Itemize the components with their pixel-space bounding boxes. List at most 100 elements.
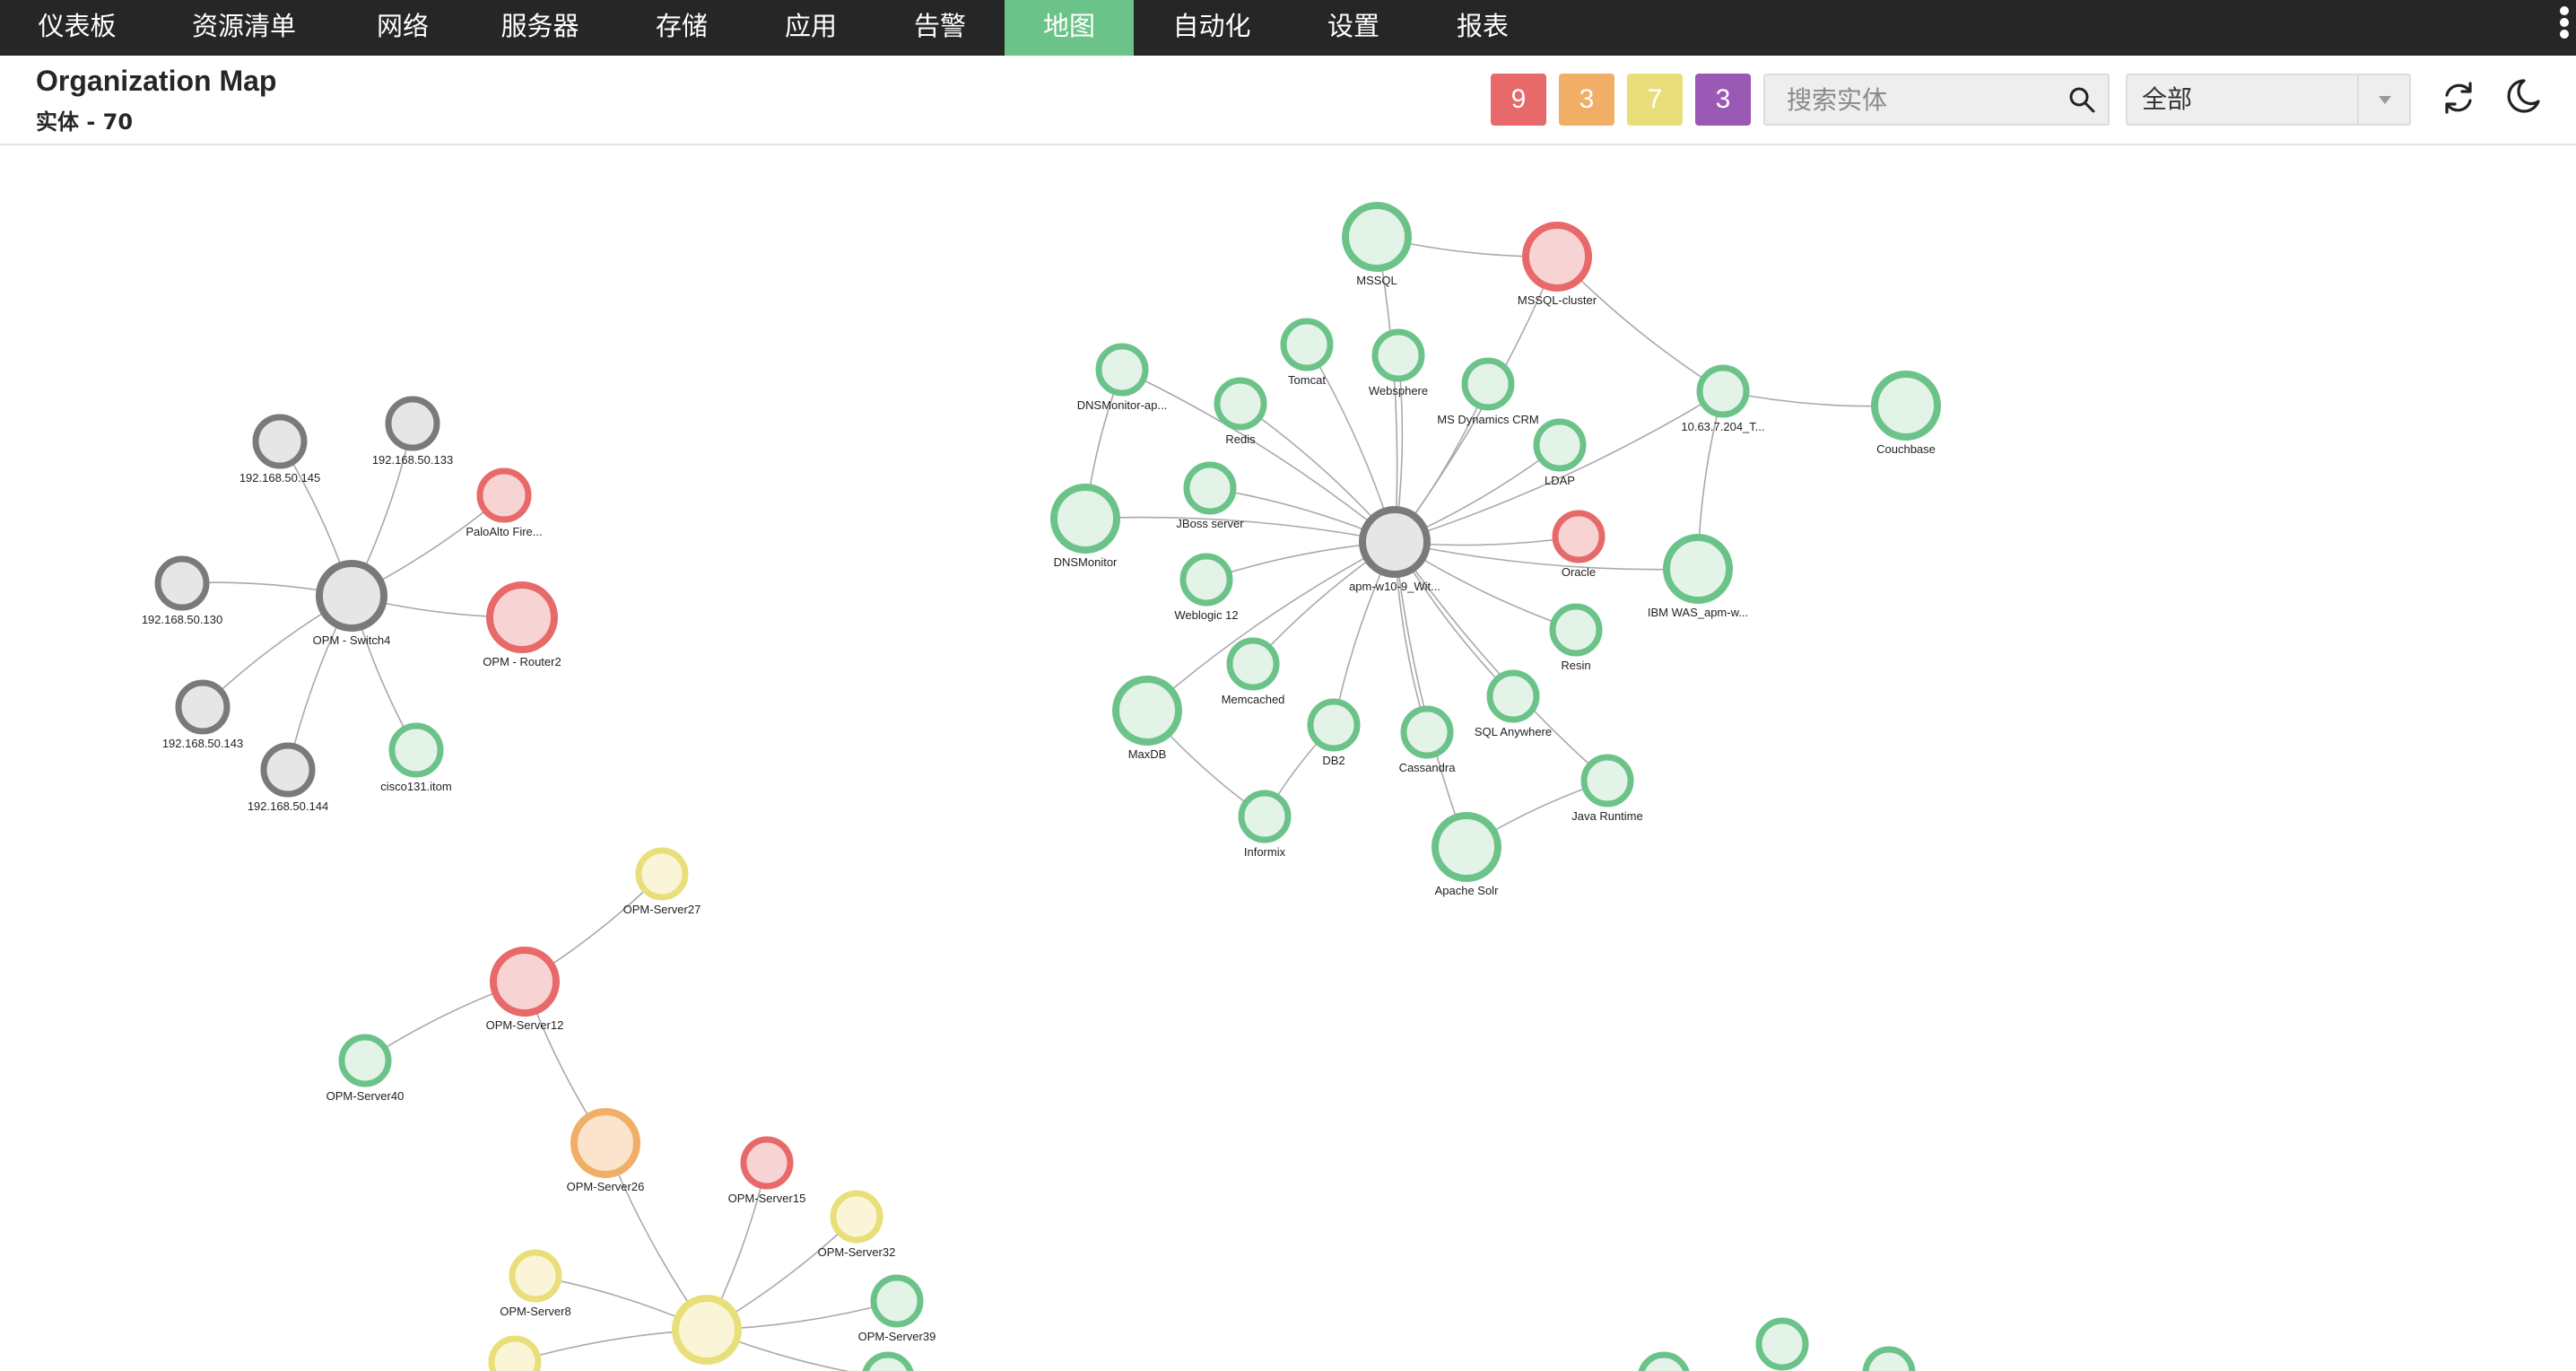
node-circle[interactable] bbox=[1179, 553, 1233, 607]
node-circle[interactable] bbox=[1486, 669, 1540, 723]
node-circle[interactable] bbox=[1226, 637, 1280, 691]
node-circle[interactable] bbox=[1050, 484, 1120, 554]
map-node-solr[interactable]: Apache Solr bbox=[1432, 812, 1501, 897]
node-circle[interactable] bbox=[1696, 364, 1750, 418]
nav-item-2[interactable]: 网络 bbox=[376, 11, 429, 41]
node-circle[interactable] bbox=[1095, 343, 1149, 397]
node-circle[interactable] bbox=[1552, 510, 1606, 563]
node-circle[interactable] bbox=[870, 1274, 924, 1328]
map-node-apm[interactable]: apm-w10-9_Wit... bbox=[1349, 506, 1440, 593]
node-circle[interactable] bbox=[635, 847, 689, 901]
node-circle[interactable] bbox=[1183, 461, 1237, 515]
node-circle[interactable] bbox=[1638, 1351, 1690, 1371]
node-circle[interactable] bbox=[1580, 754, 1634, 808]
node-circle[interactable] bbox=[388, 722, 444, 778]
map-node-cassandra[interactable]: Cassandra bbox=[1399, 705, 1457, 774]
map-node-switch4[interactable]: OPM - Switch4 bbox=[313, 560, 391, 647]
map-node-resin[interactable]: Resin bbox=[1549, 603, 1603, 672]
nav-item-5[interactable]: 应用 bbox=[784, 11, 837, 41]
map-node-s26[interactable]: OPM-Server26 bbox=[567, 1108, 645, 1193]
map-node-couchbase[interactable]: Couchbase bbox=[1871, 371, 1941, 456]
map-node-db2[interactable]: DB2 bbox=[1307, 698, 1361, 767]
node-circle[interactable] bbox=[1359, 506, 1431, 578]
map-node-brB[interactable] bbox=[1755, 1317, 1809, 1371]
node-circle[interactable] bbox=[1400, 705, 1454, 759]
node-circle[interactable] bbox=[1862, 1346, 1916, 1371]
map-node-ldap[interactable]: LDAP bbox=[1533, 418, 1587, 487]
map-node-weblogic[interactable]: Weblogic 12 bbox=[1174, 553, 1239, 622]
node-circle[interactable] bbox=[830, 1190, 883, 1244]
map-node-n144[interactable]: 192.168.50.144 bbox=[248, 742, 328, 813]
node-circle[interactable] bbox=[1238, 790, 1292, 843]
kebab-menu-icon[interactable] bbox=[2558, 4, 2571, 48]
map-node-s40[interactable]: OPM-Server40 bbox=[326, 1034, 405, 1103]
node-circle[interactable] bbox=[1307, 698, 1361, 752]
map-node-websphere[interactable]: Websphere bbox=[1369, 328, 1428, 397]
map-node-brC[interactable] bbox=[1862, 1346, 1916, 1371]
moon-icon[interactable] bbox=[2502, 75, 2544, 117]
node-circle[interactable] bbox=[252, 414, 308, 469]
node-circle[interactable] bbox=[1112, 676, 1182, 746]
trouble-count-badge[interactable]: 3 bbox=[1559, 74, 1614, 126]
map-node-sqlany[interactable]: SQL Anywhere bbox=[1475, 669, 1552, 738]
map-node-ibmwas[interactable]: IBM WAS_apm-w... bbox=[1648, 534, 1748, 619]
node-circle[interactable] bbox=[1871, 371, 1941, 441]
node-circle[interactable] bbox=[740, 1136, 794, 1190]
map-node-maxdb[interactable]: MaxDB bbox=[1112, 676, 1182, 761]
map-node-dnsmonap[interactable]: DNSMonitor-ap... bbox=[1077, 343, 1167, 412]
node-circle[interactable] bbox=[338, 1034, 392, 1087]
node-circle[interactable] bbox=[1533, 418, 1587, 472]
node-circle[interactable] bbox=[175, 679, 231, 735]
node-circle[interactable] bbox=[260, 742, 316, 798]
nav-item-7[interactable]: 地图 bbox=[1005, 0, 1134, 56]
map-node-oracle[interactable]: Oracle bbox=[1552, 510, 1606, 579]
node-circle[interactable] bbox=[1755, 1317, 1809, 1371]
map-node-dnsmon[interactable]: DNSMonitor bbox=[1050, 484, 1120, 569]
nav-item-3[interactable]: 服务器 bbox=[500, 11, 579, 41]
map-node-tomcat[interactable]: Tomcat bbox=[1280, 318, 1334, 387]
nav-item-9[interactable]: 设置 bbox=[1327, 11, 1379, 41]
organization-map-canvas[interactable]: OPM - Switch4 192.168.50.145 192.168.50.13… bbox=[0, 147, 2576, 1371]
node-circle[interactable] bbox=[1432, 812, 1501, 882]
map-node-s15[interactable]: OPM-Server15 bbox=[728, 1136, 806, 1205]
map-node-cisco[interactable]: cisco131.itom bbox=[380, 722, 452, 793]
map-node-javart[interactable]: Java Runtime bbox=[1571, 754, 1643, 823]
node-circle[interactable] bbox=[509, 1249, 562, 1303]
node-circle[interactable] bbox=[1280, 318, 1334, 371]
map-node-mssql[interactable]: MSSQL bbox=[1342, 202, 1412, 287]
map-node-mssqlc[interactable]: MSSQL-cluster bbox=[1518, 222, 1597, 307]
map-node-ip204[interactable]: 10.63.7.204_T... bbox=[1681, 364, 1765, 433]
map-node-s12[interactable]: OPM-Server12 bbox=[486, 947, 564, 1032]
nav-item-8[interactable]: 自动化 bbox=[1172, 11, 1251, 41]
entity-filter-select[interactable]: 全部 bbox=[2126, 74, 2411, 126]
node-circle[interactable] bbox=[1549, 603, 1603, 657]
node-circle[interactable] bbox=[570, 1108, 640, 1178]
map-node-s32[interactable]: OPM-Server32 bbox=[818, 1190, 896, 1259]
search-input[interactable] bbox=[1765, 75, 2061, 124]
map-node-n130[interactable]: 192.168.50.130 bbox=[142, 555, 222, 626]
map-node-memcached[interactable]: Memcached bbox=[1222, 637, 1285, 706]
node-circle[interactable] bbox=[672, 1295, 742, 1365]
map-node-router2[interactable]: OPM - Router2 bbox=[483, 581, 561, 668]
nav-item-10[interactable]: 报表 bbox=[1456, 11, 1509, 41]
map-node-msdyn[interactable]: MS Dynamics CRM bbox=[1437, 357, 1539, 426]
node-circle[interactable] bbox=[1522, 222, 1592, 292]
node-circle[interactable] bbox=[1663, 534, 1733, 604]
nav-item-6[interactable]: 告警 bbox=[913, 11, 966, 41]
map-node-paloalto[interactable]: PaloAlto Fire... bbox=[466, 467, 543, 538]
map-node-s27[interactable]: OPM-Server27 bbox=[623, 847, 701, 916]
node-circle[interactable] bbox=[490, 947, 560, 1017]
map-node-n143[interactable]: 192.168.50.143 bbox=[162, 679, 243, 750]
search-icon[interactable] bbox=[2068, 86, 2095, 113]
map-node-sbr[interactable] bbox=[862, 1351, 914, 1371]
map-node-n145[interactable]: 192.168.50.145 bbox=[239, 414, 320, 485]
nav-item-4[interactable]: 存储 bbox=[655, 11, 708, 41]
map-node-redis[interactable]: Redis bbox=[1214, 377, 1267, 446]
nav-item-0[interactable]: 仪表板 bbox=[38, 11, 117, 41]
map-node-jboss[interactable]: JBoss server bbox=[1176, 461, 1244, 530]
node-circle[interactable] bbox=[1342, 202, 1412, 272]
node-circle[interactable] bbox=[862, 1351, 914, 1371]
node-circle[interactable] bbox=[1461, 357, 1515, 411]
node-circle[interactable] bbox=[1371, 328, 1425, 382]
map-node-s8[interactable]: OPM-Server8 bbox=[500, 1249, 571, 1318]
